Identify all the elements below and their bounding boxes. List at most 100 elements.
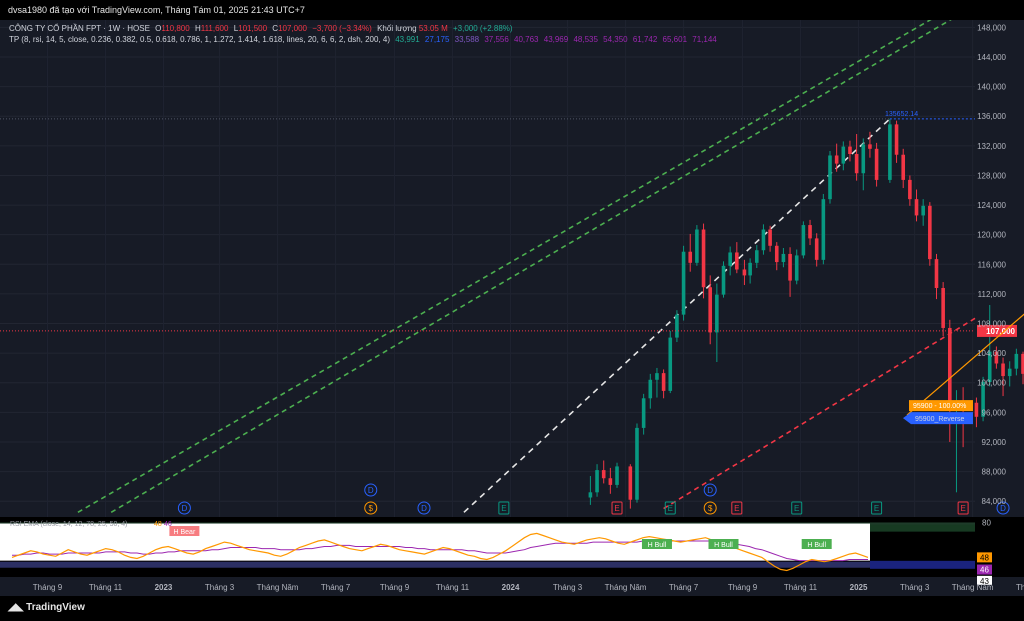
attribution-bar: dvsa1980 đã tạo với TradingView.com, Thá… xyxy=(0,0,1024,20)
candle-body xyxy=(801,225,806,256)
tp-values: 43,991 27,175 33,588 37,556 40,763 43,96… xyxy=(393,35,720,44)
candle-body xyxy=(928,205,932,260)
target-tag-orange xyxy=(909,400,973,412)
rsi-value-label: 48 xyxy=(980,553,989,562)
earnings-marker xyxy=(871,501,883,515)
candle-body xyxy=(894,124,899,155)
candle-body xyxy=(941,287,945,328)
rsi-legend: RSI EMA (close, 14, 12, 78, 25, 50, 4) xyxy=(10,521,128,528)
time-tick-label: Tháng 11 xyxy=(89,583,123,592)
tp-value: 65,601 xyxy=(660,35,688,44)
candle-body xyxy=(808,225,812,239)
price-tick-label: 144,000 xyxy=(977,53,1006,62)
event-marker-glyph: D xyxy=(707,486,713,495)
candle-body xyxy=(721,265,726,295)
projection-line xyxy=(906,313,1024,416)
price-tick-label: 116,000 xyxy=(978,260,1007,269)
time-tick-label: 2024 xyxy=(502,583,520,592)
signal-label: H Bull xyxy=(807,542,826,549)
time-tick-label: Tháng Năm xyxy=(952,583,994,592)
target-label-blue: 95900_Reverse xyxy=(915,416,965,423)
signal-label: H Bull xyxy=(714,542,733,549)
candle-body xyxy=(608,478,613,485)
dividend-marker xyxy=(703,501,717,515)
tv-logo-text: TradingView xyxy=(26,602,85,613)
candle-body xyxy=(888,124,892,180)
candle-body xyxy=(868,144,872,149)
price-tick-label: 104,000 xyxy=(977,349,1006,358)
tp-value: 40,763 xyxy=(511,35,539,44)
candle-body xyxy=(834,155,839,164)
signal-bull xyxy=(708,539,739,549)
event-marker-glyph: $ xyxy=(369,504,374,513)
low-label: L xyxy=(233,24,239,33)
price-tick-label: 112,000 xyxy=(978,290,1007,299)
event-marker-glyph: E xyxy=(794,504,799,513)
price-levels: 135652.14 107,000 95900 - 100.00% 95900_Rev… xyxy=(0,111,1024,425)
candle-body xyxy=(794,255,799,281)
split-marker xyxy=(417,501,431,515)
tv-logo-icon: ◢◣ xyxy=(8,602,27,613)
close-label: C xyxy=(272,24,279,33)
candle-body xyxy=(655,373,659,380)
last-price-tag xyxy=(977,324,1017,337)
candle-body xyxy=(788,253,792,281)
time-tick-label: Tháng 9 xyxy=(380,583,410,592)
price-tick-label: 136,000 xyxy=(977,112,1006,121)
tp-value: 54,350 xyxy=(600,35,628,44)
event-marker-glyph: D xyxy=(368,486,374,495)
time-tick-label: Tháng 3 xyxy=(205,583,235,592)
candle-body xyxy=(774,245,779,263)
price-tick-label: 92,000 xyxy=(982,438,1007,447)
event-marker-glyph: E xyxy=(960,504,965,513)
price-axis: 84,000 88,000 92,000 96,000 100,000 104,000 10… xyxy=(977,23,1006,506)
tp-value: 71,144 xyxy=(690,35,717,44)
event-marker-glyph: $ xyxy=(708,504,713,513)
volume-label: Khối lượng xyxy=(377,24,417,33)
change-value: −3,700 (−3.34%) xyxy=(312,24,372,33)
event-marker-glyph: D xyxy=(1000,504,1006,513)
candle-body xyxy=(908,179,912,200)
rsi-background xyxy=(0,517,1024,577)
split-marker xyxy=(996,501,1010,515)
event-marker-glyph: E xyxy=(734,504,739,513)
candle-body xyxy=(628,466,633,500)
price-tick-label: 84,000 xyxy=(982,497,1007,506)
candle-body xyxy=(595,470,599,493)
tp-legend: TP (8, rsi, 14, 5, close, 0.236, 0.382, … xyxy=(9,35,723,44)
candle-body xyxy=(742,269,747,276)
candle-body xyxy=(701,229,706,288)
time-tick-label: 2023 xyxy=(155,583,173,592)
candle-body xyxy=(841,146,846,164)
attribution-text: dvsa1980 đã tạo với TradingView.com, Thá… xyxy=(8,5,305,15)
rsi-upper-zone-ext xyxy=(870,524,975,532)
candle-body xyxy=(681,251,686,315)
candle-body xyxy=(728,252,732,266)
rsi-band-fill xyxy=(0,523,870,561)
dividend-marker xyxy=(364,501,378,515)
tradingview-logo[interactable]: ◢◣ TradingView xyxy=(8,602,85,613)
candle-body xyxy=(828,155,832,200)
time-tick-label: Tháng 9 xyxy=(33,583,63,592)
candle-body xyxy=(754,250,759,263)
candle-body xyxy=(974,402,979,417)
time-tick-label: Tháng 9 xyxy=(728,583,758,592)
tp-value: 61,742 xyxy=(630,35,658,44)
price-tick-label: 120,000 xyxy=(977,231,1006,240)
tp-value: 33,588 xyxy=(452,35,480,44)
candle-body xyxy=(821,199,826,260)
candle-body xyxy=(994,351,999,364)
price-tick-label: 108,000 xyxy=(977,320,1006,329)
candle-body xyxy=(861,144,866,174)
signal-bull xyxy=(801,539,832,549)
rsi-legend-value: 46 xyxy=(164,521,172,528)
grid xyxy=(0,20,975,576)
high-label: H xyxy=(194,24,201,33)
candle-body xyxy=(1007,368,1012,377)
time-tick-label: 2025 xyxy=(850,583,868,592)
rsi-lower-label: 43 xyxy=(980,577,989,586)
price-chart[interactable]: 135652.14 107,000 95900 - 100.00% 95900_Rev… xyxy=(0,20,1024,596)
candle-body xyxy=(1001,363,1005,377)
rsi-lower-zone xyxy=(0,561,975,568)
